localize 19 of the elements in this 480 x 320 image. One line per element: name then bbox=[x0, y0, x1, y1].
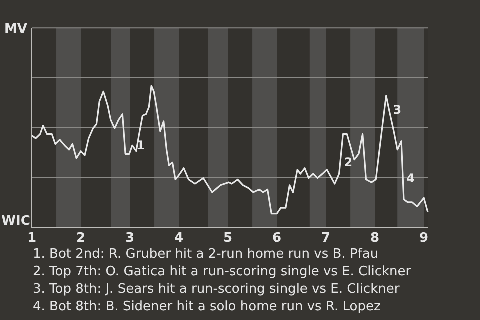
annotation: 4 bbox=[406, 171, 415, 186]
x-tick-label: 6 bbox=[272, 231, 282, 246]
annotation: 3 bbox=[393, 103, 402, 118]
x-tick-label: 5 bbox=[224, 231, 233, 246]
text: 3. Top 8th: J. Sears hit a run-scoring single vs E. Clickner bbox=[33, 282, 400, 297]
annotation: 1 bbox=[136, 138, 145, 153]
x-tick-label: 7 bbox=[322, 231, 331, 246]
text: 2. Top 7th: O. Gatica hit a run-scoring single vs E. Clickner bbox=[33, 264, 412, 280]
annotation: 2 bbox=[344, 156, 353, 170]
x-tick-label: 1 bbox=[27, 231, 37, 246]
y-axis-title: MV bbox=[4, 22, 28, 37]
text: WIC bbox=[2, 214, 30, 229]
text: 1. Bot 2nd: R. Gruber hit a 2-run home run vs B. Pfau bbox=[33, 247, 379, 262]
x-tick-label: 9 bbox=[420, 231, 429, 246]
x-tick-label: 4 bbox=[174, 231, 184, 246]
x-tick-label: 2 bbox=[76, 231, 86, 246]
x-tick-label: 8 bbox=[370, 231, 380, 246]
text: 4. Bot 8th: B. Sidener hit a solo home run vs R. Lopez bbox=[33, 300, 381, 314]
x-tick-label: 3 bbox=[125, 231, 135, 246]
